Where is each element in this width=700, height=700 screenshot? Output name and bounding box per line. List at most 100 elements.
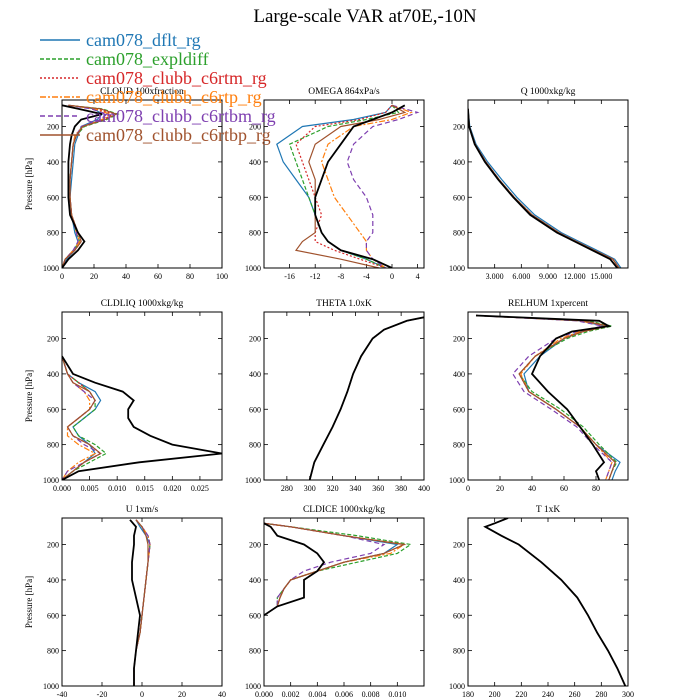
series-line-cam078_dflt_rg: [468, 108, 622, 268]
y-tick-label: 1000: [43, 682, 59, 691]
y-tick-label: 400: [47, 370, 59, 379]
series-line-cam078_clubb_c6rtbm_rg: [475, 314, 613, 480]
x-tick-label: 340: [349, 484, 361, 493]
x-tick-label: 3.000: [486, 272, 504, 281]
x-tick-label: 9.000: [539, 272, 557, 281]
series-line-cam078_expldiff: [62, 356, 108, 480]
x-tick-label: 380: [395, 484, 407, 493]
series-line-cam078_clubb_c6rtbm_rg: [264, 522, 386, 616]
series-line-cam078_clubb_c6rtbm_rg: [468, 108, 620, 268]
x-tick-label: 6.000: [512, 272, 530, 281]
y-tick-label: 1000: [43, 264, 59, 273]
y-tick-label: 400: [47, 576, 59, 585]
panel-title: RELHUM 1xpercent: [508, 299, 588, 309]
y-tick-label: 200: [47, 335, 59, 344]
x-tick-label: -8: [337, 272, 344, 281]
y-tick-label: 800: [453, 647, 465, 656]
x-tick-label: 0: [140, 690, 144, 699]
y-tick-label: 400: [453, 576, 465, 585]
series-line-cam078_clubb_c6rtbm_rg: [483, 518, 626, 686]
panel-title: OMEGA 864xPa/s: [308, 87, 380, 97]
series-line-obs: [475, 314, 612, 480]
panel-title: U 1xm/s: [126, 505, 159, 515]
series-line-cam078_expldiff: [483, 518, 626, 686]
y-tick-label: 400: [249, 370, 261, 379]
x-tick-label: 200: [489, 690, 501, 699]
panel-title: THETA 1.0xK: [316, 299, 372, 309]
x-tick-label: 0.004: [308, 690, 326, 699]
x-tick-label: 15.000: [590, 272, 612, 281]
x-tick-label: -16: [284, 272, 295, 281]
series-group: [276, 104, 420, 268]
panel-frame: [467, 517, 629, 687]
x-tick-label: 0.025: [191, 484, 209, 493]
y-axis-label: Pressure [hPa]: [24, 370, 34, 422]
y-tick-label: 200: [47, 123, 59, 132]
series-line-cam078_clubb_c6rtm_rg: [468, 108, 620, 268]
y-tick-label: 200: [453, 541, 465, 550]
series-line-obs: [62, 355, 222, 480]
y-tick-label: 600: [47, 611, 59, 620]
series-line-cam078_clubb_c6rtp_rg: [475, 314, 613, 480]
x-tick-label: 280: [595, 690, 607, 699]
y-tick-label: 600: [249, 405, 261, 414]
y-tick-label: 1000: [449, 682, 465, 691]
y-tick-label: 600: [249, 193, 261, 202]
y-tick-label: 200: [249, 123, 261, 132]
panel-frame: [61, 517, 223, 687]
x-tick-label: 0: [60, 272, 64, 281]
x-tick-label: -4: [363, 272, 370, 281]
legend-label: cam078_clubb_c6rtp_rg: [86, 87, 262, 107]
x-tick-label: 0.000: [255, 690, 273, 699]
series-line-cam078_clubb_c6rtp_rg: [62, 356, 97, 480]
y-tick-label: 1000: [449, 476, 465, 485]
panel-frame: [263, 99, 425, 269]
series-line-obs: [314, 104, 406, 268]
panel-frame: [467, 311, 629, 481]
series-line-cam078_clubb_c6rtm_rg: [295, 104, 393, 268]
y-tick-label: 800: [453, 441, 465, 450]
x-tick-label: -40: [57, 690, 68, 699]
series-group: [62, 104, 120, 268]
series-line-obs: [308, 316, 424, 480]
x-tick-label: 4: [416, 272, 420, 281]
x-tick-label: 0.020: [163, 484, 181, 493]
x-tick-label: -12: [310, 272, 321, 281]
y-tick-label: 1000: [245, 682, 261, 691]
series-line-cam078_expldiff: [264, 522, 413, 616]
series-group: [264, 522, 413, 617]
panel-title: Q 1000xkg/kg: [521, 87, 576, 97]
panel-5: THETA 1.0xK 200 400 600 800 1000 280 300 320 340 3…: [245, 299, 430, 493]
panel-title: CLOUD 100xfraction: [100, 86, 184, 97]
series-line-cam078_clubb_c6rtbm_rg: [346, 104, 420, 268]
series-line-cam078_expldiff: [475, 314, 618, 480]
y-axis-label: Pressure [hPa]: [24, 576, 34, 628]
series-line-cam078_clubb_c6rtbp_rg: [483, 518, 626, 686]
x-tick-label: 0.006: [335, 690, 353, 699]
legend-label: cam078_clubb_c6rtbm_rg: [86, 106, 276, 126]
series-line-cam078_expldiff: [288, 104, 400, 268]
series-line-cam078_clubb_c6rtm_rg: [264, 522, 407, 616]
series-line-obs: [264, 522, 326, 617]
panel-title: CLDLIQ 1000xkg/kg: [101, 299, 184, 309]
series-line-cam078_clubb_c6rtbm_rg: [309, 316, 424, 480]
series-line-cam078_clubb_c6rtbp_rg: [264, 522, 407, 616]
y-tick-label: 800: [249, 647, 261, 656]
series-line-cam078_clubb_c6rtbp_rg: [133, 519, 149, 686]
y-tick-label: 200: [453, 123, 465, 132]
y-tick-label: 800: [47, 441, 59, 450]
x-tick-label: 80: [592, 484, 600, 493]
y-tick-label: 800: [47, 647, 59, 656]
series-line-cam078_expldiff: [309, 316, 424, 480]
series-line-cam078_clubb_c6rtp_rg: [483, 518, 626, 686]
series-line-cam078_dflt_rg: [309, 316, 424, 480]
series-group: [62, 355, 222, 480]
series-line-cam078_clubb_c6rtm_rg: [475, 314, 616, 480]
y-tick-label: 400: [453, 370, 465, 379]
series-line-obs: [468, 108, 619, 268]
y-tick-label: 800: [453, 229, 465, 238]
